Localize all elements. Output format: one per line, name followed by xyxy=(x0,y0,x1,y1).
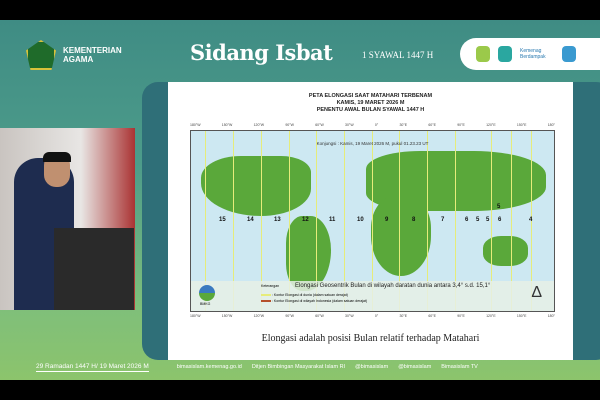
longitude-tick: 120°W xyxy=(253,314,265,318)
longitude-tick: 150°E xyxy=(516,314,527,318)
footer-website: bimasislam.kemenag.go.id xyxy=(176,364,242,370)
footer-twitter: @bimasislam xyxy=(398,364,432,370)
kemenag-logo xyxy=(26,40,56,70)
elongation-zone-label: 6 xyxy=(465,217,469,223)
longitude-tick: 120°E xyxy=(486,314,496,318)
broadcast-subtitle: 1 SYAWAL 1447 H xyxy=(362,50,434,60)
footer-facebook: Ditjen Bimbingan Masyarakat Islam RI xyxy=(251,364,346,370)
footer-youtube: Bimasislam TV xyxy=(441,364,478,370)
longitude-tick: 180° xyxy=(547,314,555,318)
conjunction-text: Konjungsi : Kamis, 19 Maret 2026 M, puku… xyxy=(316,141,429,146)
elongation-zone-label: 14 xyxy=(247,217,254,223)
bmkg-label: BMKG xyxy=(200,302,211,306)
elongation-zone-label: 9 xyxy=(385,217,389,223)
partner-logo xyxy=(498,46,512,62)
presentation-slide: PETA ELONGASI SAAT MATAHARI TERBENAM KAM… xyxy=(168,82,573,360)
kemenag-berdampak-logo: Kemenag Berdampak xyxy=(520,48,546,60)
elongation-contour xyxy=(427,131,428,311)
legend-item-indonesia: : Kontur Elongasi di wilayah Indonesia (… xyxy=(261,299,367,303)
elongation-zone-label: 5 xyxy=(486,217,490,223)
longitude-ticks-top: 180°W 150°W 120°W 90°W 60°W 30°W 0° 30°E 60°E 90°… xyxy=(190,123,555,127)
peci-cap xyxy=(43,152,71,162)
longitude-tick: 0° xyxy=(374,123,379,127)
longitude-tick: 150°E xyxy=(516,123,527,127)
broadcast-title: Sidang Isbat xyxy=(190,40,333,65)
footer-date: 29 Ramadan 1447 H/ 19 Maret 2026 M xyxy=(36,362,149,372)
longitude-tick: 60°W xyxy=(315,314,324,318)
longitude-tick: 90°E xyxy=(457,314,465,318)
elongation-contour xyxy=(455,131,456,311)
legend-swatch xyxy=(261,300,271,303)
presenter-video xyxy=(0,128,135,310)
longitude-tick: 150°W xyxy=(221,314,233,318)
north-america xyxy=(201,156,311,216)
elongation-zone-label: 10 xyxy=(357,217,364,223)
bmkg-logo xyxy=(199,285,215,301)
elongation-zone-label: 5 xyxy=(476,217,480,223)
longitude-tick: 60°E xyxy=(428,123,436,127)
org-name: KEMENTERIAN AGAMA xyxy=(63,46,122,64)
legend-label: : Kontur Elongasi di dunia (dalam satuan… xyxy=(271,293,348,297)
australia xyxy=(483,236,528,266)
elongation-contour xyxy=(511,131,512,311)
elongation-contour xyxy=(399,131,400,311)
longitude-tick: 90°W xyxy=(285,314,294,318)
longitude-tick: 90°E xyxy=(457,123,465,127)
footer-instagram: @bimasislam xyxy=(355,364,389,370)
elongation-zone-label: 4 xyxy=(529,217,533,223)
longitude-tick: 60°E xyxy=(428,314,436,318)
partner-logos: Kemenag Berdampak xyxy=(460,38,600,70)
map-subtitle: PENENTU AWAL BULAN SYAWAL 1447 H xyxy=(316,107,425,113)
partner-logo xyxy=(476,46,490,62)
north-arrow-icon: Δ xyxy=(531,284,542,301)
elongation-contour xyxy=(344,131,345,311)
longitude-tick: 30°E xyxy=(399,123,408,127)
elongation-zone-label: 5 xyxy=(497,204,501,210)
elongation-contour xyxy=(531,131,532,311)
elongation-map: 15 14 13 12 11 10 9 8 7 6 5 5 6 4 5 Konjungsi : Kamis,… xyxy=(190,130,555,312)
elongation-contour xyxy=(261,131,262,311)
longitude-tick: 180°W xyxy=(190,314,201,318)
map-title: PETA ELONGASI SAAT MATAHARI TERBENAM xyxy=(308,93,433,99)
elongation-zone-label: 13 xyxy=(274,217,281,223)
elongation-contour xyxy=(205,131,206,311)
africa xyxy=(371,196,431,276)
legend-title: Keterangan xyxy=(261,284,280,288)
legend-swatch xyxy=(261,294,271,297)
footer-ticker: 29 Ramadan 1447 H/ 19 Maret 2026 M bimas… xyxy=(0,352,600,382)
elongation-zone-label: 8 xyxy=(412,217,416,223)
south-america xyxy=(286,216,331,291)
longitude-tick: 180°W xyxy=(190,123,201,127)
longitude-tick: 180° xyxy=(547,123,555,127)
elongation-contour xyxy=(233,131,234,311)
longitude-tick: 120°W xyxy=(253,123,265,127)
longitude-tick: 30°E xyxy=(399,314,408,318)
longitude-tick: 30°W xyxy=(345,314,354,318)
longitude-tick: 30°W xyxy=(345,123,354,127)
range-text: Elongasi Geosentrik Bulan di wilayah dar… xyxy=(295,283,491,289)
elongation-zone-label: 11 xyxy=(329,217,336,223)
elongation-zone-label: 7 xyxy=(441,217,445,223)
legend-label: : Kontur Elongasi di wilayah Indonesia (… xyxy=(271,299,368,303)
elongation-zone-label: 6 xyxy=(498,217,502,223)
elongation-contour xyxy=(491,131,492,311)
podium xyxy=(54,228,134,310)
longitude-tick: 120°E xyxy=(486,123,496,127)
longitude-tick: 0° xyxy=(374,314,379,318)
longitude-tick: 90°W xyxy=(285,123,294,127)
elongation-zone-label: 12 xyxy=(302,217,309,223)
longitude-ticks-bottom: 180°W 150°W 120°W 90°W 60°W 30°W 0° 30°E 60°E 90°… xyxy=(190,314,555,318)
elongation-contour xyxy=(316,131,317,311)
elongation-contour xyxy=(372,131,373,311)
legend-item-world: : Kontur Elongasi di dunia (dalam satuan… xyxy=(261,293,348,297)
longitude-tick: 60°W xyxy=(315,123,324,127)
elongation-contour xyxy=(289,131,290,311)
partner-logo xyxy=(562,46,576,62)
map-date: KAMIS, 19 MARET 2026 M xyxy=(336,100,405,106)
slide-caption: Elongasi adalah posisi Bulan relatif ter… xyxy=(261,333,480,344)
map-legend: BMKG Keterangan Elongasi Geosentrik Bula… xyxy=(191,281,554,311)
elongation-zone-label: 15 xyxy=(219,217,226,223)
broadcast-frame: KEMENTERIAN AGAMA Sidang Isbat 1 SYAWAL … xyxy=(0,20,600,380)
longitude-tick: 150°W xyxy=(221,123,233,127)
